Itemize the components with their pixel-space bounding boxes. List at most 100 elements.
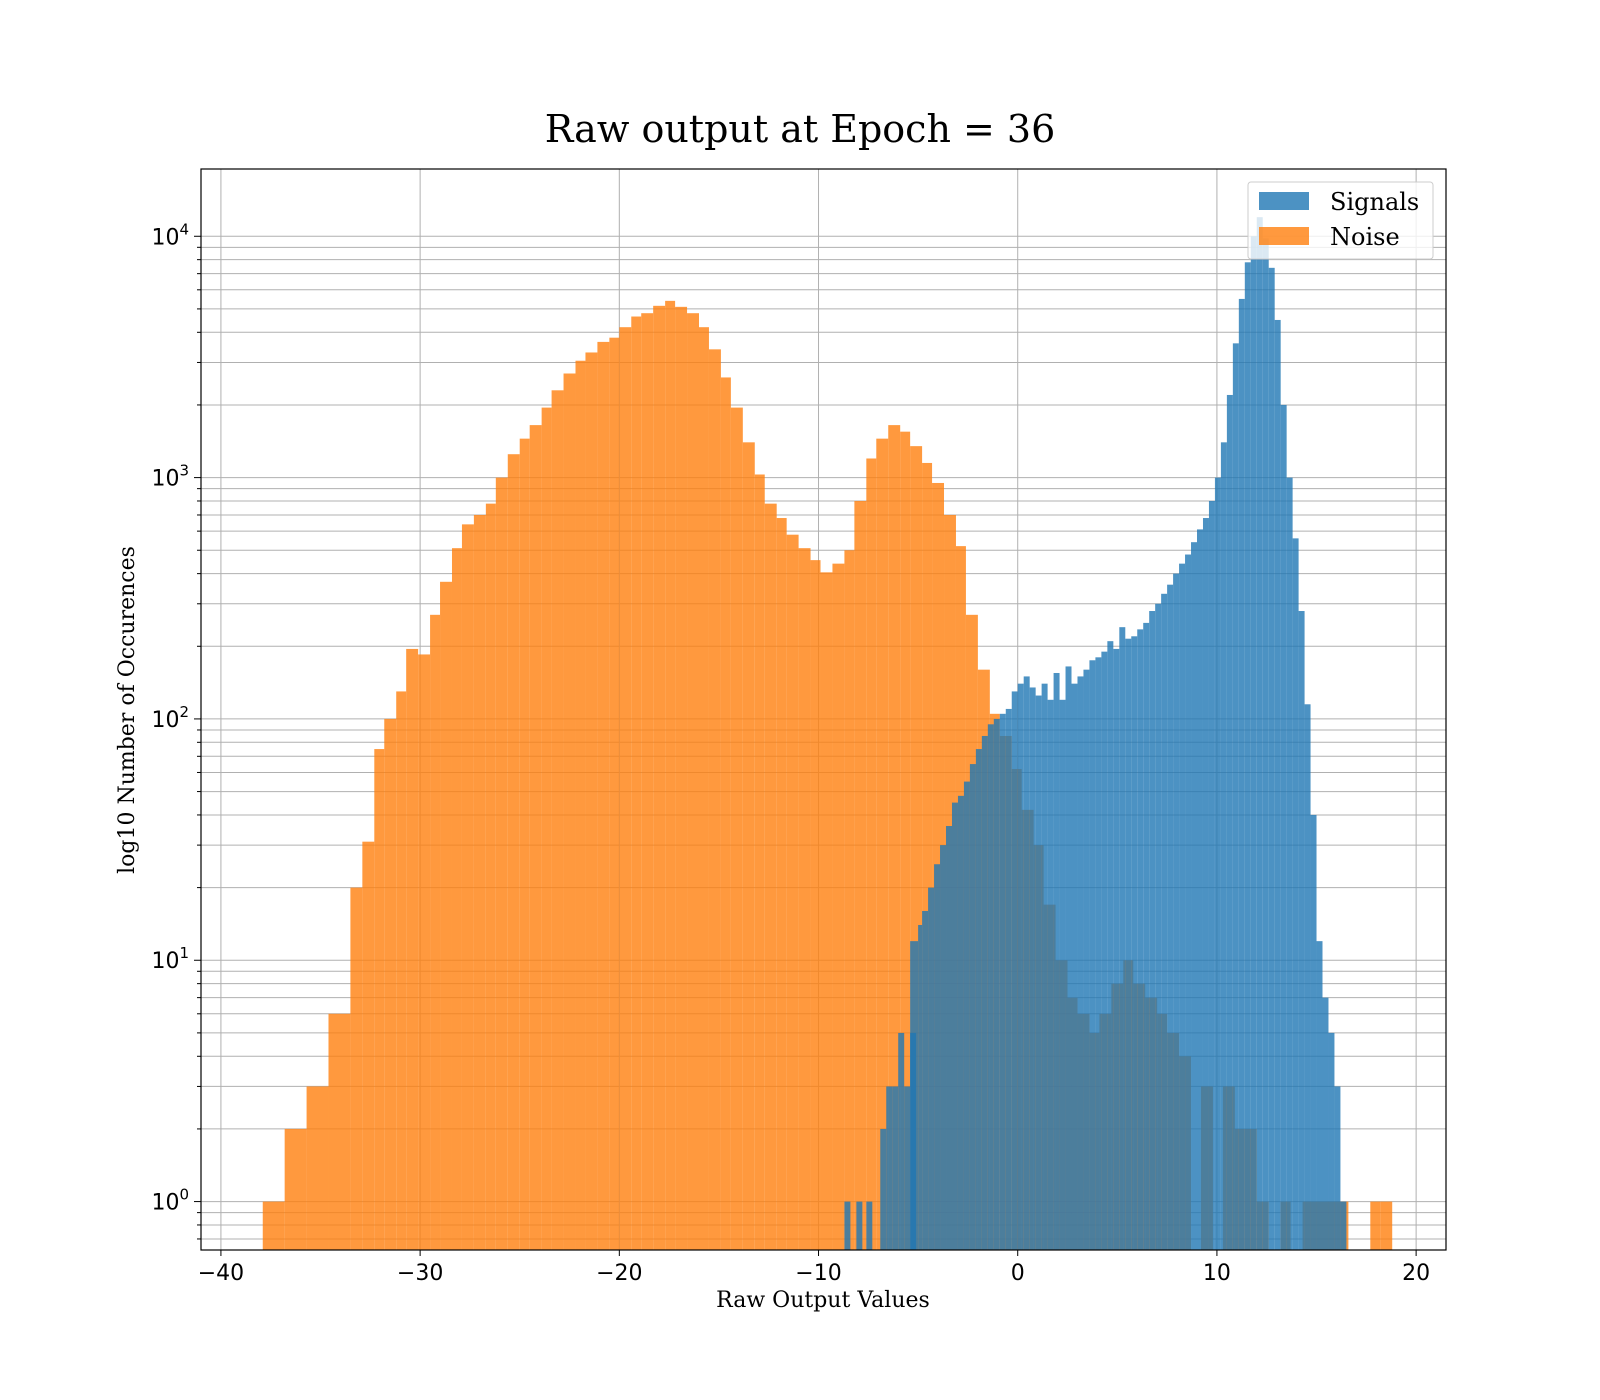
signals-bar bbox=[1244, 262, 1251, 1250]
signals-bar bbox=[904, 1086, 911, 1250]
signals-bar bbox=[1017, 683, 1024, 1250]
legend-swatch-signals bbox=[1259, 192, 1309, 210]
noise-bar bbox=[529, 425, 542, 1250]
signals-bar bbox=[934, 864, 941, 1250]
signals-bar bbox=[1328, 1032, 1335, 1250]
signals-bar bbox=[1065, 666, 1072, 1250]
noise-bar bbox=[1370, 1201, 1381, 1250]
noise-bar bbox=[440, 581, 452, 1250]
noise-bar bbox=[485, 503, 496, 1250]
x-tick-label: −20 bbox=[596, 1261, 642, 1286]
noise-bar bbox=[619, 327, 632, 1250]
noise-bar bbox=[866, 458, 877, 1250]
signals-bar bbox=[1220, 442, 1227, 1251]
x-tick-label: −10 bbox=[795, 1261, 841, 1286]
noise-bar bbox=[473, 514, 486, 1250]
signals-bar bbox=[1077, 676, 1084, 1250]
noise-bar bbox=[597, 341, 610, 1250]
noise-bar bbox=[854, 500, 867, 1251]
noise-bar bbox=[922, 462, 933, 1250]
signals-bar bbox=[1029, 687, 1036, 1250]
signals-bar bbox=[1185, 554, 1192, 1250]
signals-bar bbox=[866, 1201, 873, 1250]
noise-bar bbox=[876, 438, 889, 1250]
noise-bar bbox=[563, 373, 576, 1250]
noise-bar bbox=[776, 518, 787, 1250]
signals-bar bbox=[1071, 683, 1078, 1250]
noise-bar bbox=[507, 454, 520, 1251]
noise-bar bbox=[798, 548, 811, 1250]
signals-bar bbox=[1340, 1201, 1347, 1250]
chart-title: Raw output at Epoch = 36 bbox=[545, 107, 1056, 151]
noise-bar bbox=[754, 474, 765, 1250]
signals-bar bbox=[1208, 500, 1215, 1251]
legend: Signals Noise bbox=[1247, 181, 1434, 260]
signals-bar bbox=[1304, 704, 1311, 1250]
signals-bar bbox=[1191, 542, 1197, 1250]
noise-bar bbox=[687, 313, 699, 1250]
noise-bar bbox=[451, 548, 462, 1250]
noise-bar bbox=[764, 503, 777, 1250]
x-axis-label: Raw Output Values bbox=[716, 1288, 930, 1313]
signals-bar bbox=[856, 1201, 863, 1250]
signals-bar bbox=[1280, 404, 1287, 1250]
signals-bar bbox=[1238, 298, 1245, 1250]
signals-bar bbox=[928, 887, 935, 1250]
signals-bar bbox=[1286, 477, 1293, 1251]
signals-bar bbox=[1023, 676, 1030, 1250]
signals-bar bbox=[1125, 638, 1132, 1250]
signals-bar bbox=[1149, 611, 1156, 1250]
signals-bar bbox=[1202, 518, 1209, 1250]
noise-bar bbox=[362, 841, 375, 1250]
signals-bar bbox=[1083, 669, 1090, 1250]
y-tick-label: 104 bbox=[151, 220, 189, 250]
signals-bar bbox=[963, 781, 970, 1250]
signals-bar bbox=[1262, 238, 1269, 1250]
signals-bar bbox=[1035, 695, 1042, 1250]
noise-bar bbox=[832, 563, 845, 1250]
noise-bar bbox=[374, 749, 385, 1250]
noise-bar bbox=[665, 300, 676, 1251]
signals-bar bbox=[1310, 814, 1317, 1250]
noise-bar bbox=[810, 560, 821, 1250]
noise-bar bbox=[350, 887, 363, 1250]
noise-bar bbox=[641, 313, 654, 1250]
legend-label-noise: Noise bbox=[1330, 223, 1400, 251]
legend-swatch-noise bbox=[1259, 227, 1309, 245]
signals-bar bbox=[1137, 629, 1144, 1250]
noise-bar bbox=[575, 360, 586, 1251]
signals-bar bbox=[940, 845, 947, 1250]
signals-bar bbox=[898, 1032, 905, 1250]
signals-bar bbox=[1334, 1086, 1341, 1250]
signals-bar bbox=[1143, 622, 1150, 1250]
x-tick-label: 20 bbox=[1402, 1261, 1430, 1286]
noise-bar bbox=[461, 524, 474, 1250]
y-axis-ticks: 100 101 102 103 104 bbox=[151, 220, 201, 1240]
noise-bar bbox=[910, 446, 923, 1250]
noise-bar bbox=[495, 477, 508, 1251]
signals-bar bbox=[1268, 267, 1275, 1251]
noise-bar bbox=[730, 407, 743, 1251]
signals-bar bbox=[1161, 593, 1168, 1250]
noise-bar bbox=[406, 648, 419, 1250]
plot-frame bbox=[200, 168, 1447, 1251]
y-tick-label: 103 bbox=[151, 462, 189, 492]
noise-bar bbox=[284, 1128, 307, 1250]
signals-bar bbox=[886, 1086, 893, 1250]
signals-bar bbox=[892, 1086, 899, 1250]
signals-bar bbox=[880, 1128, 887, 1250]
signals-bar bbox=[975, 749, 982, 1250]
noise-bar bbox=[551, 390, 564, 1250]
signals-bar bbox=[957, 795, 964, 1250]
noise-bar bbox=[844, 550, 855, 1250]
signals-bar bbox=[1089, 660, 1096, 1250]
signals-bar bbox=[1167, 584, 1174, 1250]
signals-bar bbox=[1298, 611, 1305, 1250]
noise-bar bbox=[900, 431, 911, 1250]
noise-bar bbox=[306, 1086, 329, 1250]
signals-bar bbox=[1131, 636, 1138, 1250]
signals-bar bbox=[1095, 657, 1102, 1250]
signals-bar bbox=[993, 718, 1000, 1250]
signals-bar bbox=[1250, 236, 1257, 1250]
